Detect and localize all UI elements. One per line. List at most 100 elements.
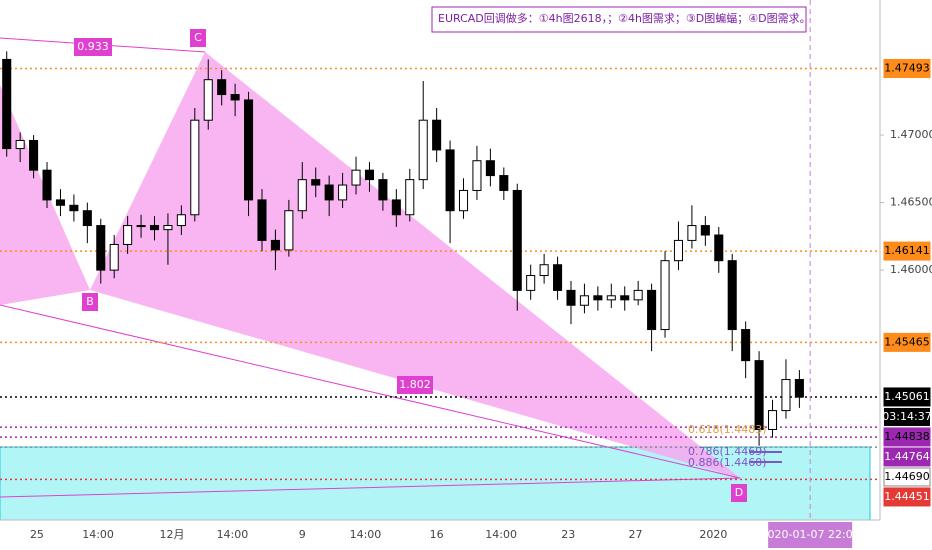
pattern-line (0, 304, 741, 479)
candle-body (754, 360, 764, 431)
point-label: C (194, 31, 202, 44)
candle-body (324, 184, 334, 201)
candle-body (378, 179, 388, 201)
candle-body (647, 289, 657, 331)
candle-body (620, 295, 630, 301)
candle-body (418, 119, 428, 181)
level-label-box (883, 387, 931, 407)
countdown: 03:14:37 (882, 410, 931, 423)
axes: 1.47000 1.46500 1.46000 1.47493 1.46141 1.454… (30, 58, 932, 548)
candle-body (445, 149, 455, 212)
ratio-box (397, 376, 433, 394)
x-tick-label: 12月 (159, 528, 184, 541)
candle-body (149, 225, 160, 231)
x-tick-label: 14:00 (82, 528, 114, 541)
candle-body (767, 410, 778, 431)
level-label-box (883, 467, 931, 487)
ratio-box (74, 38, 112, 56)
candle-body (2, 58, 12, 150)
y-tick-label: 1.47000 (890, 128, 932, 141)
candle-body (163, 225, 173, 231)
annotations: 0.933 C B 1.802 D 0.618(1.4483) 0.786(1.… (74, 6, 811, 502)
candle-body (606, 295, 616, 301)
level-label-box (883, 487, 931, 507)
candle-body (499, 175, 509, 191)
candle-body (338, 184, 348, 201)
ratio-label: 0.933 (77, 40, 109, 53)
fib-label: 0.618(1.4483) (688, 423, 767, 436)
pattern-line (0, 477, 741, 498)
candle-body (405, 179, 415, 216)
level-label: 1.45061 (884, 390, 930, 403)
candle-body (270, 239, 280, 251)
candle-body (432, 119, 442, 151)
candle-body (526, 275, 536, 291)
candle-body (217, 79, 227, 96)
point-box (190, 29, 206, 47)
fib-label: 0.886(1.4460) (688, 456, 767, 469)
candle-body (190, 119, 200, 216)
candle-body (244, 99, 254, 201)
point-box (731, 484, 747, 502)
candle-body (257, 199, 267, 241)
level-label-box (883, 427, 931, 447)
x-tick-label: 27 (628, 528, 642, 541)
candle-body (55, 199, 65, 206)
candle-body (311, 179, 321, 186)
candle-body (15, 139, 25, 150)
y-tick-label: 1.46000 (890, 263, 932, 276)
candle-body (741, 329, 751, 362)
candle-body (351, 169, 361, 186)
level-label: 1.47493 (884, 61, 930, 74)
candle-body (512, 189, 522, 291)
candle-body (687, 225, 697, 241)
candle-body (472, 160, 482, 191)
x-tick-label: 16 (430, 528, 444, 541)
y-tick-label: 1.46500 (890, 196, 932, 209)
candle-body (727, 260, 737, 331)
x-tick-label: 25 (30, 528, 44, 541)
candle-body (29, 139, 39, 171)
candle-body (700, 225, 710, 236)
level-label-box (883, 241, 931, 261)
level-label: 1.44690 (884, 470, 930, 483)
candle-body (42, 169, 52, 201)
candle-body (203, 79, 213, 121)
candle-body (794, 379, 804, 398)
ratio-label: 1.802 (399, 378, 431, 391)
level-label: 1.44451 (884, 490, 930, 503)
candle-body (364, 169, 374, 181)
candle-body (391, 199, 401, 216)
level-label: 1.46141 (884, 244, 930, 257)
x-tick-label: 23 (561, 528, 575, 541)
level-label-box (883, 332, 931, 352)
candle-body (539, 264, 549, 277)
level-label-box (883, 447, 931, 467)
candle-body (673, 239, 684, 262)
candle-body (566, 289, 576, 306)
candle-body (69, 204, 79, 212)
x-tick-label: 9 (299, 528, 306, 541)
point-label: B (86, 295, 94, 308)
candle-body (136, 225, 146, 228)
x-tick-label: 2020 (699, 528, 727, 541)
candle-body (109, 243, 119, 271)
fib-label: 0.786(1.4469) (688, 445, 767, 458)
candle-body (579, 295, 589, 306)
candle-body (82, 210, 92, 227)
countdown-box (884, 407, 930, 426)
candle-body (660, 260, 670, 331)
candle-body (123, 225, 133, 245)
candle-body (230, 94, 240, 101)
candle-body (458, 189, 469, 212)
cursor-label: 2020-01-07 22:00 (761, 528, 860, 541)
x-tick-label: 14:00 (485, 528, 517, 541)
candle-body (485, 160, 495, 177)
cursor-label-box (768, 522, 853, 548)
candle-body (96, 225, 106, 271)
candle-body (633, 289, 643, 301)
chart-title: EURCAD回调做多：①4h图2618，；②4h图需求；③D图蝙蝠；④D图需求。 (438, 11, 811, 25)
candles (2, 51, 804, 446)
level-label: 1.44764 (884, 450, 930, 463)
